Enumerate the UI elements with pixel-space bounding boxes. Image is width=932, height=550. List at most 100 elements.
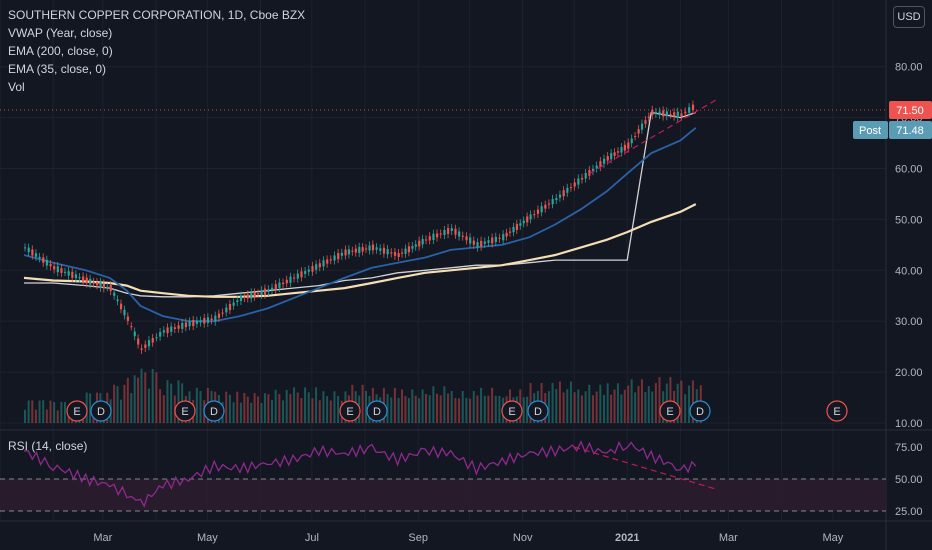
earnings-marker[interactable]: E — [826, 400, 848, 422]
earnings-circle — [501, 400, 523, 422]
price-trendline — [589, 99, 717, 175]
earnings-marker[interactable]: E — [501, 400, 523, 422]
candle-body — [404, 248, 407, 254]
volume-bar — [411, 389, 414, 423]
time-tick: Mar — [719, 532, 738, 544]
candle-body — [300, 271, 303, 278]
dividend-marker[interactable]: D — [366, 400, 388, 422]
candle-body — [588, 170, 591, 176]
dividend-marker[interactable]: D — [90, 400, 112, 422]
volume-bar — [307, 392, 310, 423]
candle-body — [595, 165, 598, 169]
earnings-circle — [174, 400, 196, 422]
study-vol[interactable]: Vol — [8, 80, 25, 94]
price-tick: 60.00 — [895, 164, 923, 176]
study-rsi[interactable]: RSI (14, close) — [8, 439, 88, 453]
volume-bar — [170, 383, 173, 423]
candle-body — [119, 303, 123, 310]
volume-bar — [595, 391, 598, 423]
candle-body — [236, 300, 239, 303]
volume-bar — [56, 410, 59, 423]
candle-body — [566, 187, 569, 193]
time-tick: May — [822, 532, 843, 544]
earnings-marker[interactable]: E — [659, 400, 681, 422]
candle-body — [361, 247, 364, 252]
candle-body — [414, 244, 417, 247]
volume-bar — [472, 391, 475, 423]
candle-body — [480, 240, 483, 247]
volume-bar — [529, 383, 532, 423]
study-ema35[interactable]: EMA (35, close, 0) — [8, 62, 107, 76]
candle-body — [447, 228, 450, 234]
volume-bar — [526, 396, 529, 423]
candle-body — [365, 248, 368, 250]
time-tick: 2021 — [615, 532, 639, 544]
study-ema200[interactable]: EMA (200, close, 0) — [8, 44, 113, 58]
volume-bar — [591, 395, 594, 423]
candle-body — [498, 237, 501, 239]
last-price-label: 71.50 — [896, 105, 924, 117]
earnings-marker[interactable]: E — [339, 400, 361, 422]
candle-body — [450, 228, 453, 232]
candle-body — [253, 292, 256, 297]
volume-bar — [147, 388, 150, 423]
candle-body — [428, 236, 431, 241]
candle-body — [250, 292, 253, 299]
candle-body — [34, 253, 38, 257]
volume-bar — [421, 389, 424, 423]
volume-bar — [282, 400, 285, 423]
candle-body — [109, 285, 112, 292]
volume-bar — [243, 393, 246, 423]
volume-bar — [651, 391, 654, 423]
candle-body — [246, 294, 249, 299]
time-tick: Nov — [513, 532, 533, 544]
candle-body — [243, 296, 246, 298]
volume-bar — [49, 400, 52, 423]
candle-body — [123, 309, 126, 316]
dividend-circle — [90, 400, 112, 422]
candle-body — [651, 109, 654, 116]
candle-body — [491, 237, 494, 244]
earnings-marker[interactable]: E — [66, 400, 88, 422]
candle-body — [418, 240, 421, 247]
candle-body — [551, 199, 554, 205]
earnings-marker[interactable]: E — [174, 400, 196, 422]
candle-body — [274, 284, 277, 290]
candle-body — [684, 111, 687, 114]
candle-body — [27, 247, 30, 253]
candle-body — [602, 158, 606, 164]
volume-bar — [253, 393, 256, 423]
candle-body — [228, 304, 232, 311]
candle-body — [162, 330, 166, 333]
candle-body — [318, 263, 321, 268]
candle-body — [640, 123, 644, 130]
post-price-label: 71.48 — [896, 125, 924, 137]
volume-bar — [386, 394, 389, 423]
volume-bar — [123, 384, 126, 423]
currency-button[interactable]: USD — [893, 6, 925, 28]
dividend-marker[interactable]: D — [527, 400, 549, 422]
volume-bar — [89, 393, 92, 423]
study-vwap[interactable]: VWAP (Year, close) — [8, 26, 113, 40]
candle-body — [505, 232, 508, 237]
volume-bar — [250, 402, 253, 423]
dividend-marker[interactable]: D — [203, 400, 225, 422]
dividend-circle — [366, 400, 388, 422]
time-tick: May — [197, 532, 218, 544]
time-tick: Sep — [408, 532, 428, 544]
volume-bar — [610, 394, 613, 423]
candle-body — [623, 144, 626, 151]
symbol-title[interactable]: SOUTHERN COPPER CORPORATION, 1D, Cboe BZ… — [8, 8, 306, 22]
volume-bar — [522, 397, 525, 423]
volume-bar — [407, 398, 410, 423]
candle-body — [569, 187, 573, 189]
candle-body — [407, 246, 411, 253]
candle-body — [627, 142, 630, 149]
candle-body — [606, 156, 609, 161]
volume-bar — [580, 395, 583, 423]
volume-bar — [439, 395, 442, 423]
dividend-marker[interactable]: D — [689, 400, 711, 422]
rsi-band — [0, 479, 886, 511]
